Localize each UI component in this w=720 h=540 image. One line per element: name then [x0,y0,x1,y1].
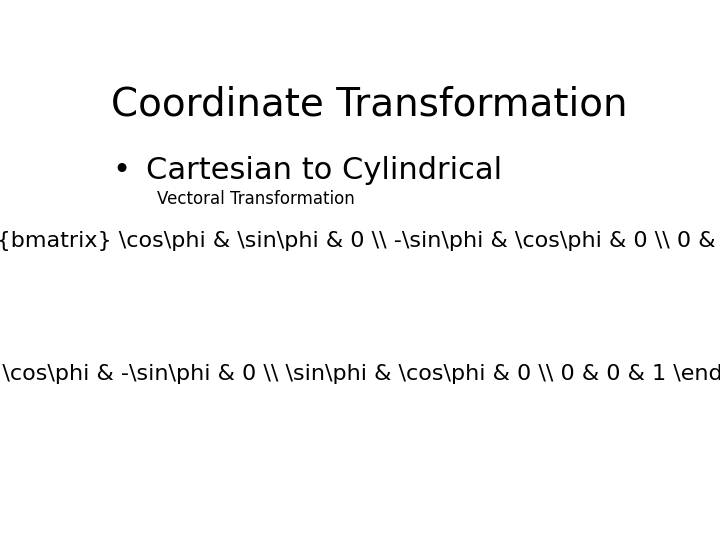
Text: Vectoral Transformation: Vectoral Transformation [157,190,355,207]
Text: Cartesian to Cylindrical: Cartesian to Cylindrical [145,156,502,185]
Text: \begin{bmatrix} A_{\rho} \\ A_{\phi} \\ A_z \end{bmatrix} = \begin{bmatrix} \cos: \begin{bmatrix} A_{\rho} \\ A_{\phi} \\ … [0,231,720,252]
Text: \begin{bmatrix} A_x \\ A_y \\ A_z \end{bmatrix} = \begin{bmatrix} \cos\phi & -\s: \begin{bmatrix} A_x \\ A_y \\ A_z \end{b… [0,364,720,385]
Text: •: • [112,156,130,185]
Text: Coordinate Transformation: Coordinate Transformation [111,85,627,124]
